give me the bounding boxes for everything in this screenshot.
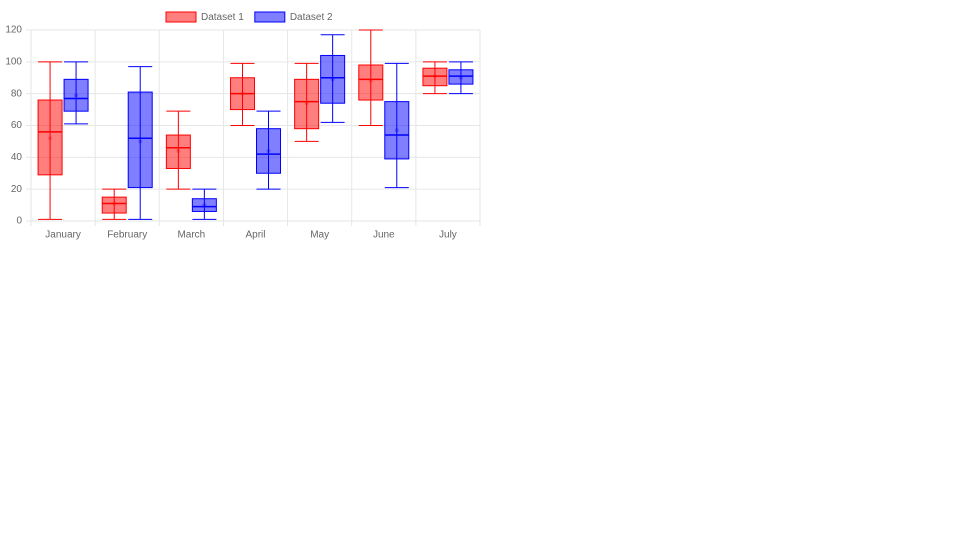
- box[interactable]: [320, 54, 346, 104]
- legend-label[interactable]: Dataset 1: [201, 12, 244, 23]
- y-tick-label: 60: [11, 120, 23, 131]
- legend-swatch[interactable]: [165, 11, 197, 23]
- box[interactable]: [294, 78, 320, 130]
- x-tick-label: February: [107, 230, 147, 241]
- mean-dot: [368, 78, 373, 83]
- y-tick-label: 80: [11, 88, 23, 99]
- mean-dot: [138, 139, 143, 144]
- mean-dot: [202, 203, 207, 208]
- box[interactable]: [191, 198, 217, 212]
- x-tick-label: June: [373, 230, 395, 241]
- mean-dot: [432, 74, 437, 79]
- y-tick-label: 120: [5, 25, 22, 36]
- box[interactable]: [37, 99, 63, 176]
- mean-dot: [112, 201, 117, 206]
- y-tick-label: 40: [11, 152, 23, 163]
- box[interactable]: [448, 69, 474, 85]
- x-tick-label: April: [245, 230, 265, 241]
- mean-dot: [176, 148, 181, 153]
- box[interactable]: [101, 196, 127, 214]
- box[interactable]: [63, 78, 89, 112]
- y-tick-label: 100: [5, 56, 22, 67]
- mean-dot: [266, 148, 271, 153]
- mean-dot: [74, 93, 79, 98]
- legend-label[interactable]: Dataset 2: [290, 12, 333, 23]
- legend-swatch[interactable]: [254, 11, 286, 23]
- box[interactable]: [127, 91, 153, 189]
- y-tick-label: 0: [16, 216, 22, 227]
- box[interactable]: [165, 134, 191, 169]
- mean-dot: [330, 77, 335, 82]
- box[interactable]: [422, 67, 448, 87]
- box[interactable]: [256, 128, 281, 174]
- mean-dot: [48, 136, 53, 141]
- x-tick-label: July: [439, 230, 457, 241]
- box[interactable]: [384, 101, 410, 160]
- mean-dot: [394, 128, 399, 133]
- mean-dot: [304, 101, 309, 106]
- x-tick-label: May: [310, 230, 329, 241]
- box[interactable]: [358, 64, 384, 101]
- x-tick-label: March: [177, 230, 205, 241]
- y-tick-label: 20: [11, 184, 23, 195]
- mean-dot: [458, 75, 463, 80]
- mean-dot: [240, 91, 245, 96]
- x-tick-label: January: [45, 230, 81, 241]
